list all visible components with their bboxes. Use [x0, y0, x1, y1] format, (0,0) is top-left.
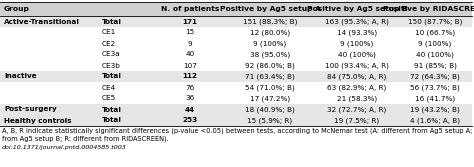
Text: 15 (5.9%; R): 15 (5.9%; R) — [247, 117, 292, 124]
Text: Active-Transitional: Active-Transitional — [4, 19, 80, 25]
Text: 63 (82.9%; A, R): 63 (82.9%; A, R) — [328, 84, 387, 91]
Text: 21 (58.3%): 21 (58.3%) — [337, 95, 377, 102]
Text: from Ag5 setup B; R: different from RIDASCREEN).: from Ag5 setup B; R: different from RIDA… — [2, 136, 169, 142]
Text: Total: Total — [102, 73, 122, 79]
Text: 40 (100%): 40 (100%) — [338, 51, 376, 58]
Bar — [0, 104, 472, 115]
Text: Positive by Ag5 setup B: Positive by Ag5 setup B — [307, 6, 408, 12]
Text: Positive by Ag5 setup A: Positive by Ag5 setup A — [219, 6, 320, 12]
Text: Total: Total — [102, 19, 122, 25]
Bar — [0, 82, 472, 93]
Text: CE1: CE1 — [102, 30, 116, 36]
Text: 71 (63.4%; B): 71 (63.4%; B) — [245, 73, 295, 80]
Text: 17 (47.2%): 17 (47.2%) — [250, 95, 290, 102]
Text: 40: 40 — [185, 51, 195, 57]
Text: 9: 9 — [188, 41, 192, 46]
Text: Inactive: Inactive — [4, 73, 36, 79]
Bar — [0, 16, 472, 27]
Text: 32 (72.7%; A, R): 32 (72.7%; A, R) — [328, 106, 387, 113]
Text: CE2: CE2 — [102, 41, 116, 46]
Text: 91 (85%; B): 91 (85%; B) — [413, 62, 456, 69]
Bar — [0, 27, 472, 38]
Text: Positive by RIDASCREEN: Positive by RIDASCREEN — [383, 6, 474, 12]
Text: 9 (100%): 9 (100%) — [254, 40, 287, 47]
Text: 107: 107 — [183, 62, 197, 68]
Bar — [0, 60, 472, 71]
Text: doi:10.1371/journal.pntd.0004585.t003: doi:10.1371/journal.pntd.0004585.t003 — [2, 145, 127, 150]
Text: 92 (86.0%; B): 92 (86.0%; B) — [245, 62, 295, 69]
Text: Total: Total — [102, 107, 122, 113]
Text: 15: 15 — [185, 30, 195, 36]
Text: 100 (93.4%; A, R): 100 (93.4%; A, R) — [325, 62, 389, 69]
Text: 253: 253 — [182, 118, 198, 124]
Text: 38 (95.0%): 38 (95.0%) — [250, 51, 290, 58]
Text: 84 (75.0%; A, R): 84 (75.0%; A, R) — [328, 73, 387, 80]
Text: Group: Group — [4, 6, 30, 12]
Text: 54 (71.0%; B): 54 (71.0%; B) — [245, 84, 295, 91]
Text: 112: 112 — [182, 73, 198, 79]
Bar — [0, 38, 472, 49]
Bar — [0, 93, 472, 104]
Text: Healthy controls: Healthy controls — [4, 118, 72, 124]
Text: CE5: CE5 — [102, 96, 116, 102]
Text: 4 (1.6%; A, B): 4 (1.6%; A, B) — [410, 117, 460, 124]
Text: 36: 36 — [185, 96, 195, 102]
Bar — [0, 2, 472, 16]
Text: 44: 44 — [185, 107, 195, 113]
Text: 16 (41.7%): 16 (41.7%) — [415, 95, 455, 102]
Text: 150 (87.7%; B): 150 (87.7%; B) — [408, 18, 462, 25]
Bar — [0, 49, 472, 60]
Text: 19 (7.5%; R): 19 (7.5%; R) — [335, 117, 380, 124]
Bar — [0, 71, 472, 82]
Text: A, B, R indicate statistically significant differences (p-value <0.05) between t: A, B, R indicate statistically significa… — [2, 128, 474, 134]
Text: CE4: CE4 — [102, 85, 116, 91]
Bar — [0, 115, 472, 126]
Text: 72 (64.3%; B): 72 (64.3%; B) — [410, 73, 460, 80]
Text: 56 (73.7%; B): 56 (73.7%; B) — [410, 84, 460, 91]
Text: 14 (93.3%): 14 (93.3%) — [337, 29, 377, 36]
Text: Total: Total — [102, 118, 122, 124]
Text: 40 (100%): 40 (100%) — [416, 51, 454, 58]
Text: 76: 76 — [185, 85, 195, 91]
Text: CE3a: CE3a — [102, 51, 120, 57]
Text: 10 (66.7%): 10 (66.7%) — [415, 29, 455, 36]
Text: 12 (80.0%): 12 (80.0%) — [250, 29, 290, 36]
Text: 9 (100%): 9 (100%) — [340, 40, 374, 47]
Text: 9 (100%): 9 (100%) — [419, 40, 452, 47]
Text: 19 (43.2%; B): 19 (43.2%; B) — [410, 106, 460, 113]
Text: 163 (95.3%; A, R): 163 (95.3%; A, R) — [325, 18, 389, 25]
Text: 18 (40.9%; B): 18 (40.9%; B) — [245, 106, 295, 113]
Text: N. of patients: N. of patients — [161, 6, 219, 12]
Text: Post-surgery: Post-surgery — [4, 107, 57, 113]
Text: 151 (88.3%; B): 151 (88.3%; B) — [243, 18, 297, 25]
Text: 171: 171 — [182, 19, 198, 25]
Text: CE3b: CE3b — [102, 62, 121, 68]
